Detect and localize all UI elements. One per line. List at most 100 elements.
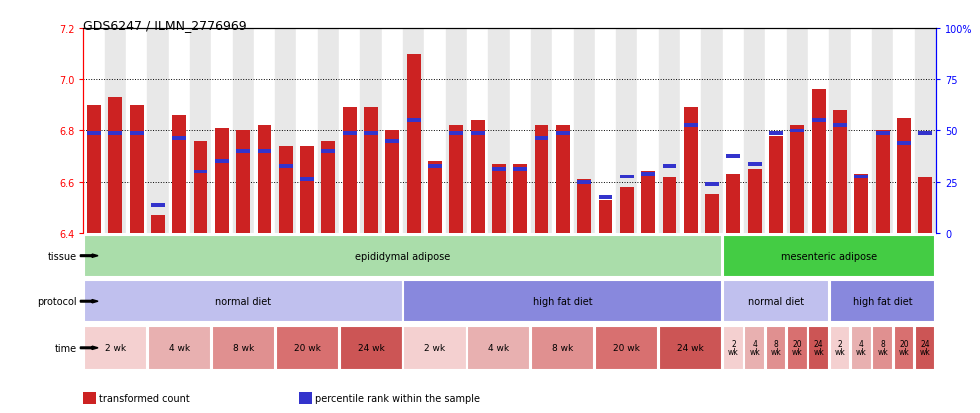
Bar <box>514 168 527 171</box>
Text: 20
wk: 20 wk <box>792 339 803 356</box>
Bar <box>407 119 420 123</box>
Bar <box>172 137 186 141</box>
Bar <box>321 150 335 153</box>
Bar <box>254 29 275 233</box>
Bar <box>129 132 143 135</box>
Bar <box>125 29 147 233</box>
Text: tissue: tissue <box>47 251 76 261</box>
Text: mesenteric adipose: mesenteric adipose <box>781 251 877 261</box>
Bar <box>595 326 659 370</box>
Bar <box>915 326 936 370</box>
Bar <box>215 128 228 233</box>
Bar <box>769 136 783 233</box>
Bar <box>553 29 573 233</box>
Text: 2 wk: 2 wk <box>424 344 446 352</box>
Bar <box>897 142 910 146</box>
Bar <box>556 132 569 135</box>
Bar <box>109 98 122 233</box>
Bar <box>833 124 847 128</box>
Bar <box>318 29 339 233</box>
Bar <box>194 170 208 174</box>
Bar <box>620 188 634 233</box>
Text: protocol: protocol <box>37 297 76 306</box>
Bar <box>212 29 232 233</box>
Bar <box>791 129 805 133</box>
Bar <box>595 29 616 233</box>
Bar <box>488 29 510 233</box>
Bar <box>151 216 165 233</box>
Bar <box>765 326 786 370</box>
Bar <box>275 326 339 370</box>
Bar <box>404 326 466 370</box>
Bar <box>190 29 212 233</box>
Bar <box>428 165 442 169</box>
Bar <box>300 178 314 182</box>
Bar <box>872 326 893 370</box>
Bar <box>212 326 274 370</box>
Text: 4
wk: 4 wk <box>750 339 760 356</box>
Bar <box>510 29 531 233</box>
Bar <box>339 29 361 233</box>
Bar <box>748 169 761 233</box>
Bar <box>811 119 825 123</box>
Bar <box>765 29 787 233</box>
Bar <box>365 132 378 135</box>
Bar <box>702 29 723 233</box>
Bar <box>833 111 847 233</box>
Bar <box>706 195 719 233</box>
Bar <box>258 126 271 233</box>
Bar <box>787 29 808 233</box>
Bar <box>172 116 186 233</box>
Bar <box>147 29 169 233</box>
Bar <box>232 29 254 233</box>
Bar <box>87 106 101 233</box>
Bar <box>577 180 591 233</box>
Bar <box>236 150 250 153</box>
Bar <box>83 29 105 233</box>
Bar <box>851 29 872 233</box>
Text: transformed count: transformed count <box>99 393 190 403</box>
Bar <box>914 29 936 233</box>
Bar <box>83 280 403 323</box>
Bar <box>855 175 868 179</box>
Bar <box>641 173 655 176</box>
Bar <box>620 175 634 179</box>
Bar <box>343 108 357 233</box>
Text: high fat diet: high fat diet <box>853 297 912 306</box>
Bar <box>492 164 506 233</box>
Text: 24
wk: 24 wk <box>920 339 931 356</box>
Bar <box>573 29 595 233</box>
Bar <box>638 29 659 233</box>
Bar <box>275 29 296 233</box>
Bar <box>365 108 378 233</box>
Bar <box>279 147 293 233</box>
Bar <box>851 326 871 370</box>
Bar <box>258 150 271 153</box>
Bar <box>129 106 143 233</box>
Text: 4 wk: 4 wk <box>488 344 510 352</box>
Text: 2 wk: 2 wk <box>105 344 125 352</box>
Bar <box>830 326 851 370</box>
Bar <box>470 132 484 135</box>
Bar <box>726 155 740 159</box>
Bar <box>808 326 829 370</box>
Bar <box>680 29 702 233</box>
Bar <box>577 180 591 184</box>
Bar <box>467 29 488 233</box>
Bar <box>296 29 318 233</box>
Text: 24 wk: 24 wk <box>677 344 705 352</box>
Bar <box>830 280 936 323</box>
Text: 4 wk: 4 wk <box>169 344 190 352</box>
Bar <box>385 131 399 233</box>
Text: 24
wk: 24 wk <box>813 339 824 356</box>
Bar <box>343 132 357 135</box>
Bar <box>662 177 676 233</box>
Text: GDS6247 / ILMN_2776969: GDS6247 / ILMN_2776969 <box>83 19 247 31</box>
Bar <box>659 29 680 233</box>
Bar <box>744 29 765 233</box>
Bar <box>894 326 914 370</box>
Text: time: time <box>54 343 76 353</box>
Text: 8
wk: 8 wk <box>770 339 781 356</box>
Bar <box>706 183 719 187</box>
Text: 8
wk: 8 wk <box>877 339 888 356</box>
